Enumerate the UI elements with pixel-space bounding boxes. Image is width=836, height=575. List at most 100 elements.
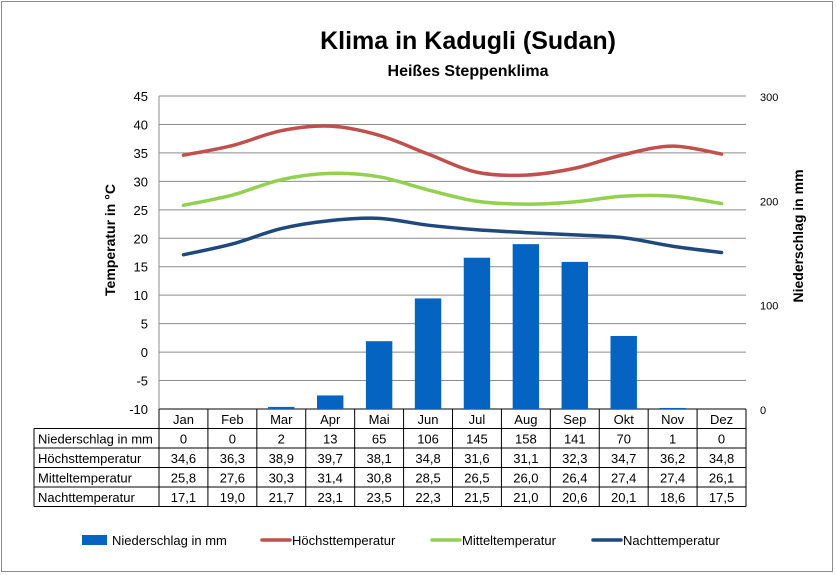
table-cell: 34,8 [415,451,440,466]
table-cell: 23,1 [318,490,343,505]
table-cell: 20,1 [611,490,636,505]
precip-bar [561,261,588,409]
table-cell: 0 [229,432,236,447]
table-cell: 27,6 [220,471,245,486]
x-tick-label: Jan [173,412,194,427]
y-left-tick-label: 15 [134,260,148,275]
table-cell: 17,1 [171,490,196,505]
x-tick-label: Feb [221,412,243,427]
x-tick-label: Nov [661,412,685,427]
y-right-tick-label: 200 [760,196,778,208]
table-cell: 19,0 [220,490,245,505]
table-cell: 26,0 [513,471,538,486]
table-cell: 26,1 [709,471,734,486]
table-cell: 34,7 [611,451,636,466]
legend-swatch [82,535,107,545]
y-left-tick-label: 5 [141,317,148,332]
precip-bar [365,341,393,409]
table-cell: 38,9 [269,451,294,466]
legend-label: Niederschlag in mm [112,533,227,548]
table-cell: 65 [372,432,386,447]
table-cell: 17,5 [709,490,734,505]
table-cell: 0 [718,432,725,447]
table-cell: 23,5 [366,490,391,505]
y-left-tick-label: 20 [134,231,148,246]
table-cell: 34,8 [709,451,734,466]
temp-line-mitteltemperatur [181,171,724,208]
table-cell: 34,6 [171,451,196,466]
table-cell: 31,4 [318,471,343,486]
chart-title: Klima in Kadugli (Sudan) [320,27,616,55]
table-cell: 30,8 [366,471,391,486]
x-tick-label: Mar [270,412,293,427]
y-left-tick-label: -10 [129,402,148,417]
table-cell: 28,5 [415,471,440,486]
precip-bar [317,395,344,409]
x-tick-label: Okt [614,412,635,427]
table-cell: 1 [669,432,676,447]
precip-bar [414,298,442,409]
table-cell: 145 [466,432,488,447]
y-left-tick-label: -5 [136,374,148,389]
table-cell: 38,1 [366,451,391,466]
table-cell: 0 [180,432,187,447]
x-tick-label: Sep [563,412,586,427]
table-cell: 36,3 [220,451,245,466]
table-cell: 22,3 [415,490,440,505]
precip-bar [268,406,295,409]
legend: Niederschlag in mm Höchsttemperatur Mittel… [82,533,720,548]
table-cell: 21,0 [513,490,538,505]
y-left-tick-label: 45 [134,89,148,104]
table-cell: 25,8 [171,471,196,486]
table-cell: 27,4 [611,471,636,486]
table-cell: 31,1 [513,451,538,466]
legend-label: Höchsttemperatur [292,533,396,548]
table-cell: 26,4 [562,471,587,486]
y-left-tick-label: 25 [134,203,148,218]
precip-bar [512,244,540,409]
table-row-label: Niederschlag in mm [38,432,153,447]
table-cell: 158 [515,432,537,447]
y-left-tick-label: 30 [134,174,148,189]
table-cell: 26,5 [464,471,489,486]
y-axis-right-title: Niederschlag in mm [790,169,806,302]
left-axis-ticks: -10 -5 0 5 10 15 20 25 30 35 40 45 [129,89,148,417]
temp-line-nachttemperatur [181,216,724,257]
x-tick-label: Jul [469,412,486,427]
gridlines [158,95,746,410]
legend-label: Nachttemperatur [623,533,720,548]
table-row-label: Nachttemperatur [38,490,135,505]
y-left-tick-label: 0 [141,345,148,360]
y-left-tick-label: 40 [134,117,148,132]
legend-label: Mitteltemperatur [462,533,557,548]
y-right-tick-label: 300 [760,92,778,104]
x-tick-label: Mai [369,412,390,427]
table-cell: 39,7 [318,451,343,466]
table-row-label: Höchsttemperatur [38,451,142,466]
temp-line-höchsttemperatur [181,124,724,178]
x-tick-label: Dez [710,412,733,427]
table-cell: 32,3 [562,451,587,466]
table-cell: 13 [323,432,337,447]
data-table: Jan Feb Mar Apr Mai Jun Jul Aug Sep Okt Nov Dez Nied… [33,409,747,507]
table-cell: 106 [417,432,439,447]
y-left-tick-label: 10 [134,288,148,303]
table-cell: 21,7 [269,490,294,505]
y-right-tick-label: 100 [760,301,778,313]
temperature-lines [181,124,724,257]
precip-bar [463,257,491,409]
table-cell: 2 [278,432,285,447]
y-right-tick-label: 0 [760,405,766,417]
table-cell: 27,4 [660,471,685,486]
y-left-tick-label: 35 [134,146,148,161]
table-cell: 20,6 [562,490,587,505]
table-cell: 31,6 [464,451,489,466]
x-tick-label: Aug [514,412,537,427]
x-tick-label: Apr [320,412,341,427]
table-cell: 36,2 [660,451,685,466]
table-cell: 70 [616,432,630,447]
table-cell: 141 [564,432,586,447]
table-row-label: Mitteltemperatur [38,471,133,486]
